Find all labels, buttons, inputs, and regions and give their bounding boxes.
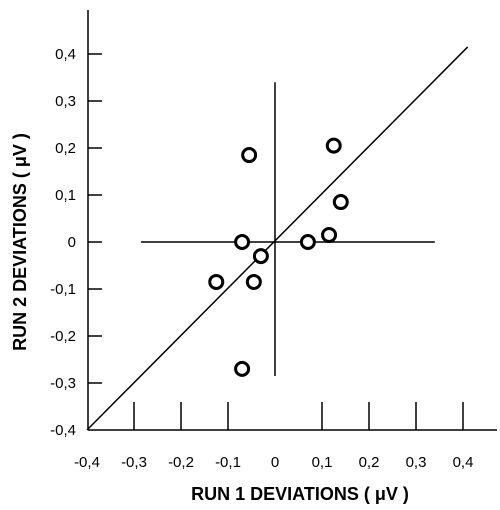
reference-lines <box>86 46 469 431</box>
data-point <box>208 273 225 290</box>
x-ticks: -0,4 -0,3 -0,2 -0,1 0 0,1 0,2 0,3 0,4 <box>74 402 473 471</box>
x-tick-label: -0,4 <box>74 454 100 471</box>
y-tick-label: -0,4 <box>50 422 76 439</box>
data-points <box>208 137 349 377</box>
y-tick-label: 0 <box>68 234 76 251</box>
y-tick-label: -0,2 <box>50 328 76 345</box>
x-tick-label: -0,3 <box>121 454 147 471</box>
data-point <box>332 194 349 211</box>
data-point <box>299 234 316 250</box>
x-tick-label: 0,3 <box>406 454 427 471</box>
data-point <box>245 273 262 290</box>
data-point <box>252 248 269 265</box>
data-point <box>234 360 251 377</box>
y-tick-label: -0,1 <box>50 281 76 298</box>
axes <box>87 10 497 431</box>
y-axis-title: RUN 2 DEVIATIONS ( μV ) <box>10 133 30 351</box>
x-tick-label: 0,1 <box>312 454 333 471</box>
data-point <box>234 234 251 250</box>
y-tick-label: -0,3 <box>50 375 76 392</box>
x-tick-label: -0,2 <box>168 454 194 471</box>
x-tick-label: 0,4 <box>453 454 474 471</box>
y-tick-label: 0,4 <box>55 46 76 63</box>
data-point <box>321 226 338 243</box>
data-point <box>241 147 258 164</box>
data-point <box>325 137 342 154</box>
y-tick-label: 0,2 <box>55 140 76 157</box>
x-tick-label: -0,1 <box>215 454 241 471</box>
x-axis-title: RUN 1 DEVIATIONS ( μV ) <box>191 484 409 504</box>
x-tick-label: 0 <box>271 454 279 471</box>
y-tick-label: 0,3 <box>55 93 76 110</box>
x-tick-label: 0,2 <box>359 454 380 471</box>
diagonal-reference-line <box>86 46 469 431</box>
y-tick-label: 0,1 <box>55 187 76 204</box>
y-ticks: -0,4 -0,3 -0,2 -0,1 0 0,1 0,2 0,3 0,4 <box>50 46 102 439</box>
